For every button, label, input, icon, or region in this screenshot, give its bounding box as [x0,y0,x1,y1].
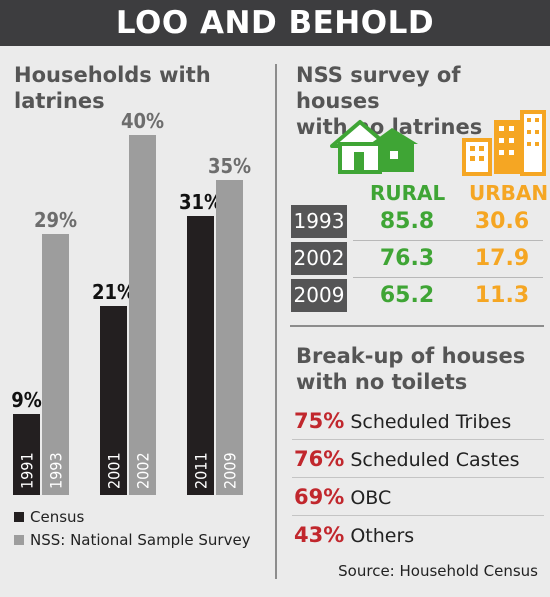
table-year-2009: 2009 [291,279,347,312]
bar-value-label-census-1991: 9% [11,388,42,412]
urban-column-header: URBAN [469,181,549,205]
panel-divider [275,64,277,579]
table-row-separator [353,240,543,241]
bar-census-2001 [100,306,127,495]
table-row-separator [353,277,543,278]
breakup-pct: 76% [294,447,345,471]
table-rural-1993: 85.8 [379,209,435,234]
breakup-separator [292,439,544,440]
breakup-label: OBC [350,487,392,509]
breakup-item-scheduled-tribes: 75% Scheduled Tribes [294,409,511,433]
table-urban-1993: 30.6 [474,209,530,234]
breakup-item-others: 43% Others [294,523,414,547]
bar-value-label-nss-2002: 40% [121,109,164,133]
breakup-title-line2: with no toilets [296,370,468,394]
table-rural-2002: 76.3 [379,246,435,271]
breakup-pct: 75% [294,409,345,433]
breakup-label: Scheduled Tribes [350,411,512,433]
bar-value-label-census-2001: 21% [92,280,135,304]
legend-nss-swatch [14,535,24,545]
bar-census-1991 [13,414,40,495]
breakup-title-line1: Break-up of houses [296,344,526,368]
legend-census: Census [14,508,84,526]
section-divider [290,325,544,327]
nss-title-line1: NSS survey of houses [296,63,461,113]
source-note: Source: Household Census [338,562,538,580]
breakup-label: Others [350,525,415,547]
table-urban-2002: 17.9 [474,246,530,271]
breakup-separator [292,477,544,478]
breakup-item-obc: 69% OBC [294,485,391,509]
breakup-title: Break-up of houses with no toilets [296,343,525,395]
table-year-2002: 2002 [291,242,347,275]
breakup-separator [292,515,544,516]
bar-value-label-nss-1993: 29% [34,208,77,232]
bar-census-2011 [187,216,214,495]
latrine-bar-chart: 1991 9% 1993 29% 2001 21% 2002 40% 2011 31% 2009 35… [11,109,251,495]
rural-house-icon [330,120,418,174]
table-rural-2009: 65.2 [379,283,435,308]
bar-year-label-1991: 1991 [18,452,37,489]
breakup-item-scheduled-castes: 76% Scheduled Castes [294,447,520,471]
bar-nss-2002 [129,135,156,495]
banner-title: LOO AND BEHOLD [0,0,550,46]
legend-nss: NSS: National Sample Survey [14,531,251,549]
bar-value-label-census-2011: 31% [179,190,222,214]
legend-nss-label: NSS: National Sample Survey [30,531,251,549]
legend-census-label: Census [30,508,85,526]
bar-value-label-nss-2009: 35% [208,154,251,178]
bar-year-label-1993: 1993 [47,452,66,489]
table-year-1993: 1993 [291,205,347,238]
bar-year-label-2001: 2001 [105,452,124,489]
urban-buildings-icon [462,110,546,176]
bar-nss-2009 [216,180,243,495]
legend-census-swatch [14,512,24,522]
chart-title-line2: latrines [14,89,105,113]
bar-nss-1993 [42,234,69,495]
table-urban-2009: 11.3 [474,283,530,308]
breakup-pct: 43% [294,523,345,547]
nss-title: NSS survey of houses with no latrines [296,62,550,140]
chart-title-line1: Households with [14,63,211,87]
breakup-label: Scheduled Castes [350,449,520,471]
bar-year-label-2009: 2009 [221,452,240,489]
bar-year-label-2011: 2011 [192,452,211,489]
bar-year-label-2002: 2002 [134,452,153,489]
breakup-pct: 69% [294,485,345,509]
rural-column-header: RURAL [370,181,446,205]
chart-title: Households with latrines [14,62,211,114]
